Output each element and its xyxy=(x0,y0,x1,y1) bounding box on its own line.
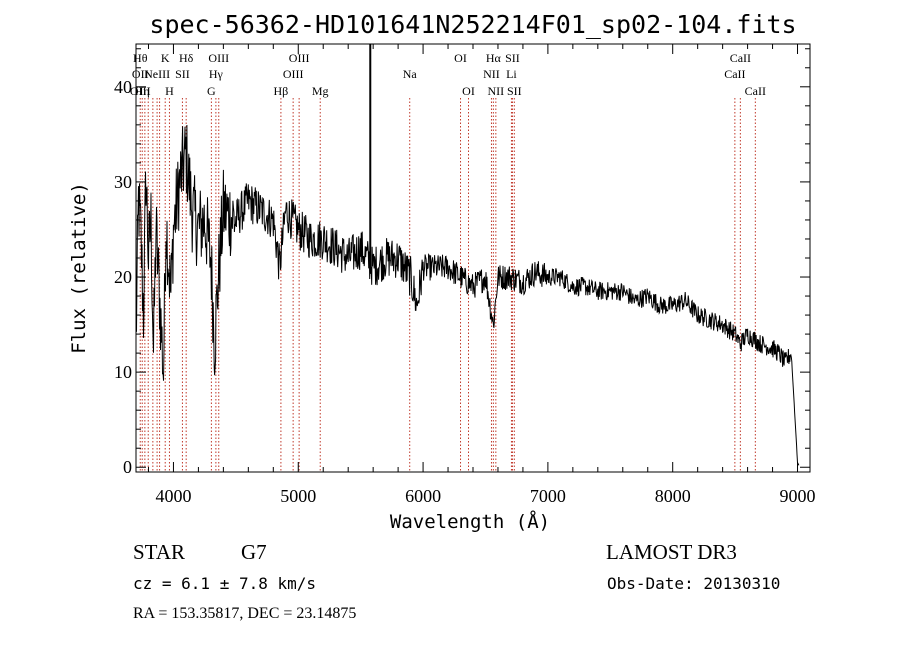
x-tick-label: 5000 xyxy=(280,486,316,506)
spectral-line-label: OI xyxy=(454,51,467,65)
y-axis-label: Flux (relative) xyxy=(68,182,90,354)
spectral-line-label: NII xyxy=(483,67,500,81)
y-tick-label: 0 xyxy=(123,457,132,477)
chart-title: spec-56362-HD101641N252214F01_sp02-104.f… xyxy=(149,10,796,39)
spectral-line-label: Li xyxy=(506,67,517,81)
spectral-line-label: Na xyxy=(403,67,418,81)
x-axis-ticks: 4000 5000 6000 7000 8000 9000 xyxy=(147,44,816,506)
obs-date: Obs-Date: 20130310 xyxy=(607,574,780,593)
y-tick-label: 20 xyxy=(114,267,132,287)
spectral-line-label: Hγ xyxy=(209,67,224,81)
x-tick-label: 7000 xyxy=(530,486,566,506)
spectral-line-label: SII xyxy=(505,51,520,65)
spectral-line-label: Hδ xyxy=(179,51,194,65)
object-subclass: G7 xyxy=(241,540,267,564)
x-tick-label: 6000 xyxy=(405,486,441,506)
spectral-line-label: Hη xyxy=(135,84,150,98)
x-tick-label: 8000 xyxy=(655,486,691,506)
spectral-line-label: SII xyxy=(175,67,190,81)
spectral-line-label: CaII xyxy=(745,84,766,98)
spectral-line-markers xyxy=(139,98,756,472)
spectral-line-label: Mg xyxy=(312,84,329,98)
plot-frame xyxy=(135,43,811,473)
spectral-line-label: Hα xyxy=(486,51,502,65)
spectral-line-label: OI xyxy=(462,84,475,98)
spectral-line-label: OIII xyxy=(283,67,304,81)
spectral-line-label: Hθ xyxy=(133,51,148,65)
spectral-line-label: OIII xyxy=(130,84,151,98)
x-tick-label: 4000 xyxy=(155,486,191,506)
x-axis-label: Wavelength (Å) xyxy=(390,510,550,533)
spectral-line-label: CaII xyxy=(730,51,751,65)
spectral-line-labels: HθOIIOIIIHηNeIIIKHSIIHδGHγOIIIHβOIIIOIII… xyxy=(130,51,766,98)
y-axis-ticks: 0 10 20 30 40 xyxy=(114,48,810,477)
spectral-line-label: H xyxy=(165,84,174,98)
spectral-line-label: G xyxy=(207,84,216,98)
y-tick-label: 40 xyxy=(114,77,132,97)
spectral-line-label: OIII xyxy=(208,51,229,65)
spectrum-series-line xyxy=(135,124,800,466)
x-tick-label: 9000 xyxy=(780,486,816,506)
spectral-line-label: OIII xyxy=(289,51,310,65)
spectral-line-label: K xyxy=(161,51,170,65)
y-tick-label: 30 xyxy=(114,172,132,192)
survey-name: LAMOST DR3 xyxy=(606,540,737,564)
spectral-line-label: CaII xyxy=(724,67,745,81)
y-tick-label: 10 xyxy=(114,362,132,382)
spectral-line-label: Hβ xyxy=(274,84,289,98)
redshift-cz: cz = 6.1 ± 7.8 km/s xyxy=(133,574,316,593)
coordinates: RA = 153.35817, DEC = 23.14875 xyxy=(133,605,356,622)
spectral-line-label: SII xyxy=(507,84,522,98)
spectral-line-label: NeIII xyxy=(144,67,170,81)
object-class: STAR xyxy=(133,540,185,564)
spectral-line-label: NII xyxy=(488,84,505,98)
